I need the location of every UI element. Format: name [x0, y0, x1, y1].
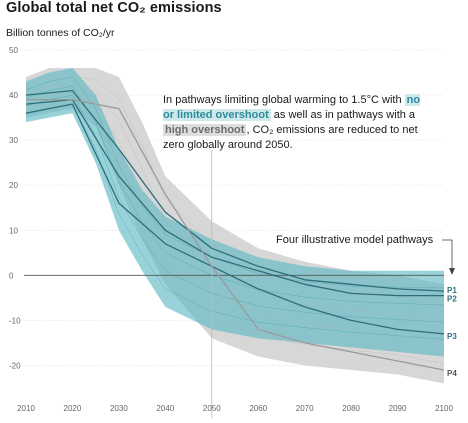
y-tick-0: 0 [9, 271, 14, 280]
pathway-label-p1: P1 [447, 286, 457, 295]
y-tick-40: 40 [9, 91, 18, 100]
band-trace-0-1 [25, 94, 445, 323]
y-tick--10: -10 [9, 316, 21, 325]
y-tick--20: -20 [9, 361, 21, 370]
pathway-lines [25, 89, 445, 371]
band-trace-1-2 [25, 84, 445, 325]
band-trace-1-3 [25, 75, 445, 305]
x-tick-2040: 2040 [156, 404, 174, 413]
x-tick-2020: 2020 [64, 404, 82, 413]
band-trace-0-2 [25, 85, 445, 306]
pathway-label-p2: P2 [447, 295, 457, 304]
annotation-text: In pathways limiting global warming to 1… [163, 93, 433, 153]
y-tick-50: 50 [9, 46, 18, 55]
x-tick-2080: 2080 [342, 404, 360, 413]
y-axis-label: Billion tonnes of CO₂/yr [6, 27, 115, 39]
band-trace-0-3 [25, 76, 445, 289]
x-tick-2070: 2070 [296, 404, 314, 413]
annotation-end: , CO₂ emissions are reduced to net zero … [163, 124, 418, 151]
x-tick-2030: 2030 [110, 404, 128, 413]
y-tick-20: 20 [9, 181, 18, 190]
y-tick-30: 30 [9, 136, 18, 145]
pathways-label: Four illustrative model pathways [276, 234, 434, 246]
pathways-pointer [442, 239, 455, 275]
annotation-middle: as well as in pathways with a [270, 109, 416, 121]
x-tick-2100: 2100 [435, 404, 453, 413]
pathway-line-p1 [25, 89, 445, 292]
pathway-line-p4 [26, 98, 445, 371]
chart-title: Global total net CO₂ emissions [6, 0, 222, 16]
x-tick-2050: 2050 [203, 404, 221, 413]
pointer-arrowhead [449, 268, 455, 275]
pathway-label-p3: P3 [447, 332, 457, 341]
x-tick-labels: 2010 2020 2030 2040 2050 2060 2070 2080 2090 2100 [17, 404, 453, 413]
band-trace-1-1 [25, 92, 445, 345]
pointer-line [442, 239, 453, 270]
pathway-line-p2 [25, 98, 444, 297]
y-tick-labels: 50 40 30 20 10 0 -10 -20 [9, 46, 21, 370]
pathway-line-p3 [25, 103, 445, 335]
x-tick-2010: 2010 [17, 404, 35, 413]
x-tick-2060: 2060 [249, 404, 267, 413]
x-tick-2090: 2090 [389, 404, 407, 413]
band-no-or-limited-overshoot [26, 68, 444, 357]
y-tick-10: 10 [9, 226, 18, 235]
high-overshoot-highlight: high overshoot [163, 124, 247, 136]
pathway-label-p4: P4 [447, 369, 457, 378]
annotation-intro: In pathways limiting global warming to 1… [163, 94, 405, 106]
